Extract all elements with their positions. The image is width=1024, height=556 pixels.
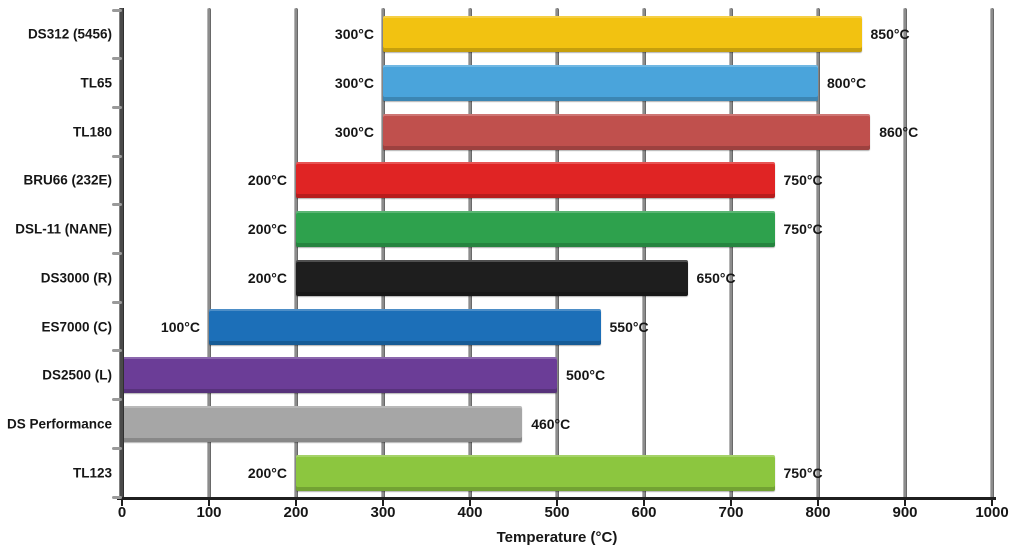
range-bar (296, 162, 775, 199)
gridline-700 (729, 8, 733, 499)
x-axis-tick (121, 500, 123, 506)
category-label: DS Performance (6, 416, 112, 432)
bar-end-label: 850°C (870, 26, 910, 43)
range-bar (122, 405, 523, 442)
x-axis-tick (730, 500, 732, 506)
bar-end-label: 650°C (696, 269, 736, 286)
range-bar (296, 259, 688, 296)
x-axis-tick (817, 500, 819, 506)
bar-start-label: 200°C (247, 464, 287, 481)
x-tick-label: 900 (892, 504, 918, 521)
x-tick-label: 800 (805, 504, 831, 521)
x-axis-title: Temperature (°C) (496, 529, 618, 546)
x-axis-tick (208, 500, 210, 506)
range-bar (296, 211, 775, 248)
gridline-400 (468, 8, 472, 499)
bar-end-label: 550°C (609, 318, 649, 335)
y-axis-tick (112, 398, 122, 402)
x-axis-tick (991, 500, 993, 506)
gridline-100 (207, 8, 211, 499)
y-axis-tick (112, 300, 122, 304)
bar-end-label: 460°C (531, 415, 571, 432)
range-bar (383, 65, 818, 102)
x-axis-tick (295, 500, 297, 506)
gridline-900 (903, 8, 907, 499)
x-tick-label: 500 (544, 504, 570, 521)
y-axis-tick (112, 495, 122, 499)
y-axis-tick (112, 203, 122, 207)
gridline-1000 (990, 8, 994, 499)
x-tick-label: 700 (718, 504, 744, 521)
gridline-600 (642, 8, 646, 499)
bar-start-label: 200°C (247, 269, 287, 286)
bar-start-label: 300°C (334, 75, 374, 92)
x-tick-label: 0 (117, 504, 127, 521)
bar-end-label: 860°C (879, 123, 919, 140)
bar-end-label: 750°C (783, 172, 823, 189)
bar-end-label: 500°C (566, 367, 606, 384)
category-label: DS3000 (R) (40, 270, 112, 286)
x-tick-label: 600 (631, 504, 657, 521)
gridline-800 (816, 8, 820, 499)
range-bar (383, 113, 871, 150)
category-label: ES7000 (C) (41, 319, 112, 335)
y-axis-tick (112, 349, 122, 353)
bar-start-label: 100°C (160, 318, 200, 335)
bar-end-label: 750°C (783, 464, 823, 481)
gridline-500 (555, 8, 559, 499)
y-axis-tick (112, 8, 122, 12)
category-label: TL123 (72, 465, 112, 481)
x-axis-tick (382, 500, 384, 506)
gridline-300 (381, 8, 385, 499)
x-tick-label: 1000 (975, 504, 1009, 521)
y-axis-tick (112, 252, 122, 255)
range-bar (209, 308, 601, 345)
x-tick-label: 400 (457, 504, 483, 521)
y-axis-tick (112, 57, 122, 61)
bar-start-label: 300°C (334, 123, 374, 140)
category-label: DSL-11 (NANE) (15, 221, 112, 237)
bar-end-label: 800°C (827, 75, 867, 92)
x-tick-label: 100 (196, 504, 222, 521)
x-axis-tick (469, 500, 471, 506)
range-bar (122, 357, 557, 394)
x-axis-line (117, 497, 996, 500)
y-axis-tick (112, 105, 122, 109)
gridline-200 (294, 8, 298, 499)
category-label: TL65 (80, 75, 112, 91)
bar-end-label: 750°C (783, 221, 823, 238)
y-axis-tick (112, 446, 122, 450)
range-bar (296, 454, 775, 491)
x-axis-tick (643, 500, 645, 506)
bar-start-label: 200°C (247, 172, 287, 189)
category-label: TL180 (72, 124, 112, 140)
y-axis-tick (112, 154, 122, 158)
range-bar (383, 16, 862, 53)
category-label: DS2500 (L) (42, 367, 112, 383)
category-label: DS312 (5456) (27, 26, 112, 42)
x-axis-tick (556, 500, 558, 506)
x-tick-label: 300 (370, 504, 396, 521)
bar-start-label: 200°C (247, 221, 287, 238)
x-axis-tick (904, 500, 906, 506)
bar-start-label: 300°C (334, 26, 374, 43)
x-tick-label: 200 (283, 504, 309, 521)
category-label: BRU66 (232E) (23, 172, 112, 188)
